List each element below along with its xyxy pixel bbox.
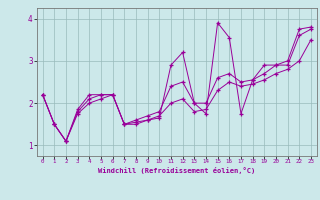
X-axis label: Windchill (Refroidissement éolien,°C): Windchill (Refroidissement éolien,°C) [98, 167, 255, 174]
